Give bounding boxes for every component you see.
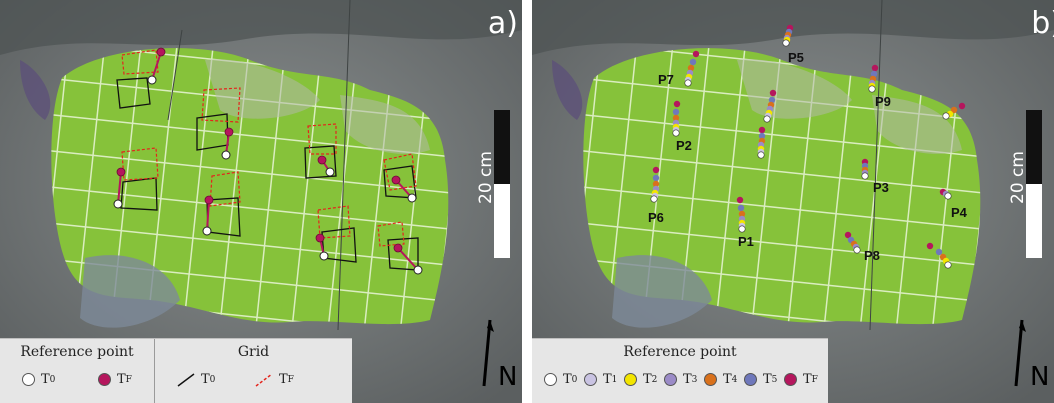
track-bottom-right bbox=[926, 242, 952, 269]
cell-6 bbox=[383, 153, 417, 199]
track-p9: P9 bbox=[868, 64, 891, 109]
track-mid-a bbox=[763, 89, 777, 123]
label-p4: P4 bbox=[951, 205, 968, 220]
color-dot-icon bbox=[624, 373, 637, 386]
track-p3: P3 bbox=[861, 158, 889, 195]
white-dot-icon bbox=[22, 373, 35, 386]
red-dot-icon bbox=[98, 373, 111, 386]
cell-1 bbox=[116, 49, 162, 109]
cell-4 bbox=[206, 171, 241, 237]
label-p8: P8 bbox=[864, 248, 880, 263]
label-p7: P7 bbox=[658, 72, 674, 87]
north-label-b: N bbox=[1030, 362, 1050, 392]
label-p5: P5 bbox=[788, 50, 804, 65]
panel-letter-b: b) bbox=[1031, 6, 1054, 41]
legend-ref-title: Reference point bbox=[20, 344, 134, 360]
solid-line-icon bbox=[177, 372, 195, 387]
track-p4: P4 bbox=[939, 188, 968, 220]
track-p2: P2 bbox=[672, 100, 692, 153]
track-mid-b bbox=[757, 126, 766, 159]
color-dot-icon bbox=[704, 373, 717, 386]
north-label-a: N bbox=[498, 362, 518, 392]
legend-grid-title: Grid bbox=[237, 344, 270, 360]
color-dot-icon bbox=[664, 373, 677, 386]
panel-b: P7 P2 P6 P1 P5 P9 P3 bbox=[532, 0, 1054, 403]
track-top-right bbox=[942, 102, 966, 120]
cell-2 bbox=[196, 87, 241, 156]
label-p3: P3 bbox=[873, 180, 889, 195]
track-p5: P5 bbox=[782, 24, 804, 65]
ref-points-tf-a bbox=[116, 47, 403, 253]
track-p6: P6 bbox=[648, 166, 664, 225]
scale-label-b: 20 cm bbox=[1008, 151, 1028, 204]
scale-label-a: 20 cm bbox=[476, 151, 496, 204]
grid-overlay-a bbox=[113, 47, 423, 275]
color-dot-icon bbox=[544, 373, 557, 386]
ref-points-t0-a bbox=[113, 75, 423, 275]
track-p8: P8 bbox=[844, 231, 880, 263]
legend-divider bbox=[154, 339, 155, 403]
panel-letter-a: a) bbox=[487, 6, 518, 41]
color-dot-icon bbox=[744, 373, 757, 386]
label-p2: P2 bbox=[676, 138, 692, 153]
track-p1: P1 bbox=[736, 196, 754, 249]
legend-b-title: Reference point bbox=[623, 344, 737, 360]
label-p1: P1 bbox=[738, 234, 754, 249]
north-arrow-icon bbox=[482, 319, 494, 387]
color-dot-icon bbox=[784, 373, 797, 386]
label-p9: P9 bbox=[875, 94, 891, 109]
scale-bar-b bbox=[1026, 110, 1042, 258]
dashed-line-icon bbox=[255, 372, 273, 387]
track-p7: P7 bbox=[658, 50, 700, 87]
cell-3 bbox=[117, 147, 159, 211]
photo-scene-a bbox=[0, 0, 522, 403]
north-arrow-icon bbox=[1014, 319, 1026, 387]
color-dot-icon bbox=[584, 373, 597, 386]
label-p6: P6 bbox=[648, 210, 664, 225]
scale-bar-a bbox=[494, 110, 510, 258]
trajectories-b: P7 P2 P6 P1 P5 P9 P3 bbox=[648, 24, 968, 269]
photo-scene-b bbox=[532, 0, 1054, 403]
